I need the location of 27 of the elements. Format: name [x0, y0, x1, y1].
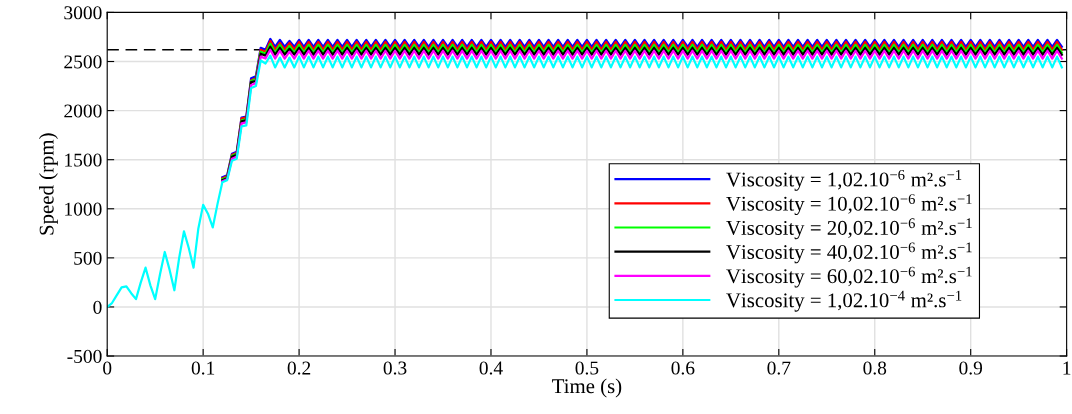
- y-tick-label: 2000: [64, 104, 102, 118]
- legend-label: Viscosity = 60,02.10$^{−6}$ m².s$^{−1}$: [726, 266, 972, 288]
- y-axis-title: Speed (rpm): [39, 133, 58, 235]
- legend-label: Viscosity = 20,02.10$^{−6}$ m².s$^{−1}$: [726, 218, 972, 240]
- y-tick-label: 3000: [64, 6, 102, 20]
- x-tick-label: 1: [1063, 361, 1071, 375]
- y-tick-label: 1500: [65, 153, 102, 167]
- legend-label: Viscosity = 40,02.10$^{−6}$ m².s$^{−1}$: [726, 242, 972, 264]
- x-tick-label: 0.7: [767, 361, 791, 375]
- y-tick-label: -500: [67, 349, 102, 363]
- legend-label: Viscosity = 1,02.10$^{−6}$ m².s$^{−1}$: [726, 170, 962, 191]
- y-tick-label: 2500: [64, 55, 102, 69]
- x-tick-label: 0.6: [671, 361, 695, 375]
- y-tick-label: 1000: [65, 202, 102, 216]
- x-tick-label: 0.5: [575, 361, 599, 375]
- x-tick-label: 0: [103, 361, 112, 375]
- x-tick-label: 0.1: [191, 361, 215, 375]
- y-tick-label: 0: [93, 300, 102, 314]
- x-tick-label: 0.8: [863, 361, 887, 375]
- x-tick-label: 0.9: [959, 361, 983, 375]
- y-tick-label: 500: [74, 251, 102, 265]
- x-tick-label: 0.4: [479, 361, 503, 375]
- legend-label: Viscosity = 10,02.10$^{−6}$ m².s$^{−1}$: [726, 194, 972, 216]
- x-tick-label: 0.2: [287, 361, 311, 375]
- x-axis-title: Time (s): [552, 378, 622, 398]
- x-tick-label: 0.3: [383, 361, 407, 375]
- legend-label: Viscosity = 1,02.10$^{−4}$ m².s$^{−1}$: [726, 290, 962, 312]
